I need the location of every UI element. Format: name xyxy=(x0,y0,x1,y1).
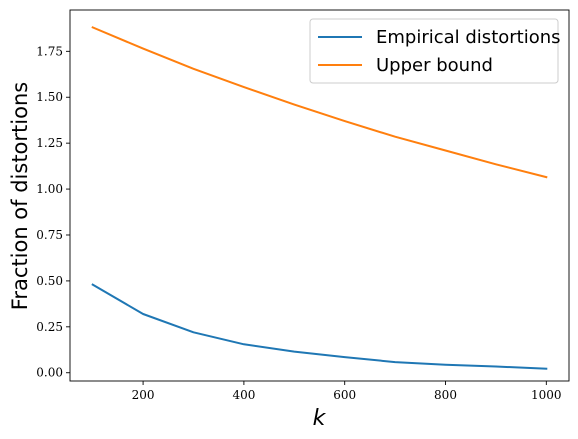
y-tick-label: 0.50 xyxy=(36,274,63,288)
y-tick-label: 1.00 xyxy=(36,182,63,196)
y-axis-label: Fraction of distortions xyxy=(8,82,32,310)
x-tick-label: 400 xyxy=(232,388,255,402)
legend: Empirical distortions Upper bound xyxy=(309,18,561,84)
y-tick-label: 1.50 xyxy=(36,90,63,104)
x-tick-label: 600 xyxy=(333,388,356,402)
y-axis: 0.00 0.25 0.50 0.75 1.00 1.25 1.50 1.75 xyxy=(36,44,70,380)
x-axis-label: k xyxy=(313,406,327,431)
x-tick-label: 800 xyxy=(434,388,457,402)
x-tick-label: 200 xyxy=(132,388,155,402)
series-line-empirical-distortions xyxy=(91,283,548,370)
y-tick-label: 1.75 xyxy=(36,44,63,58)
y-tick-label: 1.25 xyxy=(36,136,63,150)
series-line-upper-bound xyxy=(91,26,548,179)
y-tick-label: 0.00 xyxy=(36,366,63,380)
x-tick-label: 1000 xyxy=(531,388,562,402)
legend-label-empirical-distortions: Empirical distortions xyxy=(376,27,561,48)
plot-frame xyxy=(69,9,570,382)
plot-area xyxy=(91,26,548,370)
y-tick-label: 0.75 xyxy=(36,228,63,242)
legend-frame xyxy=(309,18,559,84)
x-axis: 200 400 600 800 1000 xyxy=(132,381,562,402)
legend-label-upper-bound: Upper bound xyxy=(376,55,493,76)
y-tick-label: 0.25 xyxy=(36,320,63,334)
